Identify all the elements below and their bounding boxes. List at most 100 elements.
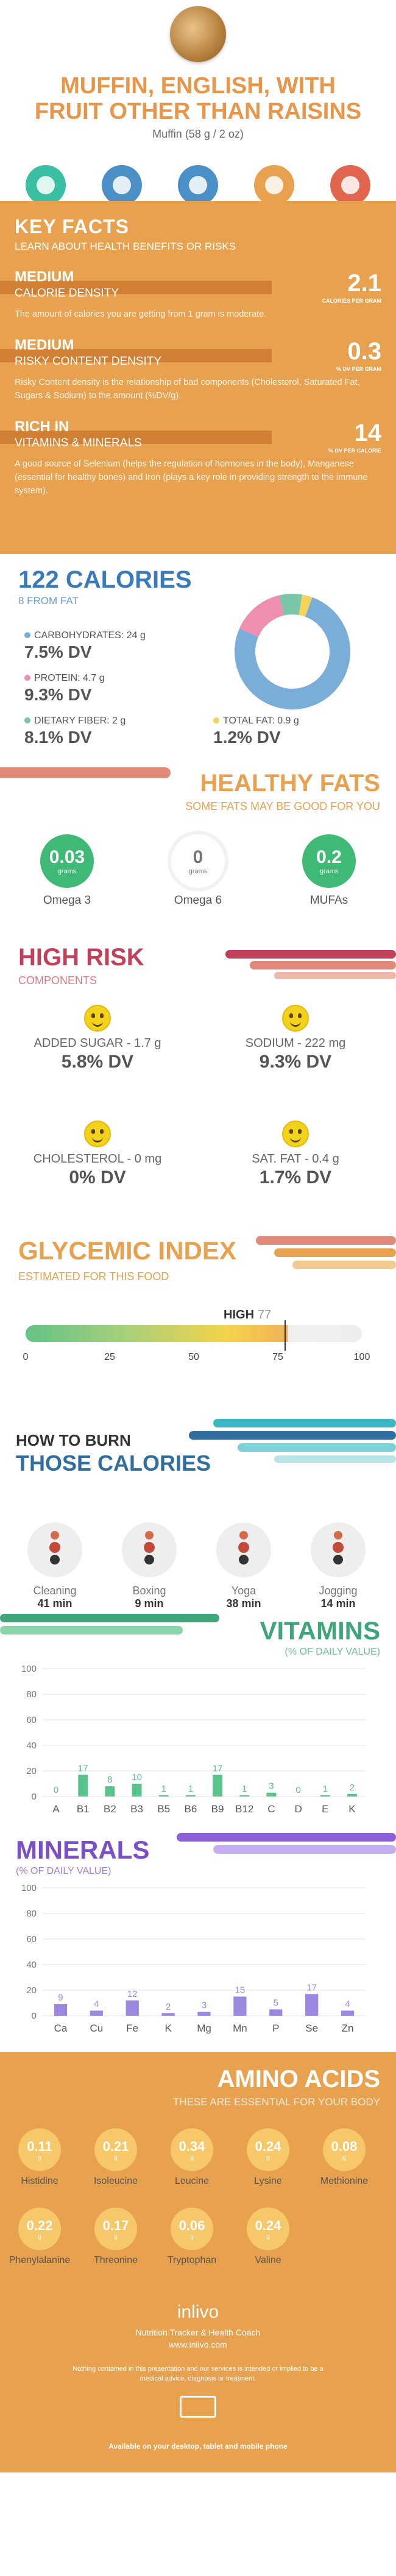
bar-value-label: 3 [202, 2001, 207, 2011]
fact-description: The amount of calories you are getting f… [15, 309, 267, 319]
amino-name: Valine [255, 2255, 281, 2265]
activity-minutes: 9 min [135, 1597, 164, 1610]
risk-item: ADDED SUGAR - 1.7 g 5.8% DV [6, 1005, 189, 1072]
fact-unit: CALORIES PER GRAM [322, 298, 381, 304]
burn-calories-section: HOW TO BURN THOSE CALORIES Cleaning 41 mi… [0, 1419, 396, 1614]
bar-value-label: 1 [242, 1784, 247, 1794]
risk-label: ADDED SUGAR - 1.7 g [34, 1036, 161, 1050]
bar [320, 1795, 330, 1797]
protein-label: PROTEIN: 4.7 g [34, 673, 105, 683]
activity-name: Jogging [319, 1585, 358, 1597]
bar [233, 1996, 247, 2016]
x-tick-label: A [52, 1803, 60, 1815]
amino-name: Leucine [174, 2176, 210, 2186]
amino-value-circle: 0.22 g [18, 2208, 61, 2250]
bar [185, 1795, 196, 1797]
amino-value-circle: 0.08 g [323, 2128, 366, 2171]
amino-value: 0.08 [331, 2138, 358, 2154]
activity-figure [239, 1531, 248, 1540]
amino-unit: g [114, 2154, 118, 2161]
healthy-fats-section: HEALTHY FATS SOME FATS MAY BE GOOD FOR Y… [0, 767, 396, 944]
bar [305, 1994, 319, 2016]
key-facts-title: KEY FACTS [15, 216, 129, 238]
fact-value: 2.1 [347, 270, 381, 297]
x-tick-label: Zn [342, 2022, 354, 2034]
bar [161, 2013, 175, 2016]
grin-icon [84, 1121, 111, 1147]
activity-figure [145, 1531, 154, 1540]
key-fact: MEDIUM RISKY CONTENT DENSITY 0.3% DV PER G… [0, 337, 381, 403]
carbs-label: CARBOHYDRATES: 24 g [34, 630, 146, 641]
fact-highlight-bar [0, 431, 272, 444]
glycemic-section: GLYCEMIC INDEX ESTIMATED FOR THIS FOOD H… [0, 1236, 396, 1419]
y-tick-label: 0 [32, 1792, 37, 1802]
risk-dv: 9.3% DV [259, 1052, 332, 1072]
glycemic-tick: 0 [23, 1352, 29, 1362]
serving-size: Muffin (58 g / 2 oz) [152, 128, 244, 140]
glycemic-tick: 75 [272, 1352, 283, 1362]
decorative-bars [225, 950, 396, 979]
donut-slice [299, 594, 313, 617]
bar [213, 1775, 223, 1797]
bar-value-label: 1 [161, 1784, 166, 1794]
protein-dv: 9.3% DV [24, 685, 92, 704]
shield-icon [330, 165, 371, 205]
activity-item: Cleaning 41 min [12, 1522, 97, 1610]
availability-text: Available on your desktop, tablet and mo… [108, 2442, 288, 2451]
amino-value: 0.24 [255, 2217, 281, 2233]
activity-minutes: 38 min [226, 1597, 261, 1610]
amino-unit: g [190, 2233, 194, 2240]
fat-dv: 1.2% DV [213, 728, 281, 747]
amino-unit: g [266, 2233, 270, 2240]
x-tick-label: B12 [235, 1803, 253, 1815]
fiber-dot [24, 717, 30, 723]
fat-stat: TOTAL FAT: 0.9 g 1.2% DV [213, 716, 299, 747]
risk-label: CHOLESTEROL - 0 mg [33, 1152, 162, 1166]
website-link[interactable]: www.inlivo.com [169, 2340, 227, 2349]
carbs-dv: 7.5% DV [24, 642, 92, 661]
macro-donut-chart [235, 594, 350, 709]
amino-name: Phenylalanine [9, 2255, 71, 2265]
risk-title: HIGH RISK [18, 944, 144, 971]
x-tick-label: B1 [77, 1803, 90, 1815]
amino-value-circle: 0.21 g [94, 2128, 137, 2171]
amino-acid-item: 0.11 g Histidine [3, 2128, 76, 2187]
fact-level: MEDIUM [15, 337, 74, 353]
bar-value-label: 17 [306, 1982, 317, 1993]
x-tick-label: K [164, 2022, 172, 2034]
amino-value-circle: 0.11 g [18, 2128, 61, 2171]
bar [269, 2009, 283, 2016]
glycemic-level: HIGH 77 [224, 1308, 271, 1322]
activity-item: Yoga 38 min [201, 1522, 286, 1610]
y-tick-label: 80 [26, 1909, 37, 1919]
bar-value-label: 1 [323, 1784, 328, 1794]
x-tick-label: Se [305, 2022, 318, 2034]
amino-acid-item: 0.21 g Isoleucine [79, 2128, 152, 2187]
activity-minutes: 14 min [320, 1597, 356, 1610]
decorative-bar [0, 767, 171, 778]
decorative-bars [0, 1614, 219, 1635]
bar [90, 2010, 103, 2016]
protein-dot [24, 675, 30, 681]
y-tick-label: 40 [26, 1740, 37, 1751]
fiber-dv: 8.1% DV [24, 728, 92, 747]
donut-slice [239, 595, 285, 638]
fact-name: VITAMINS & MINERALS [15, 437, 142, 449]
fat-name: Omega 3 [43, 894, 91, 907]
fact-level: RICH IN [15, 418, 69, 435]
fat-unit: grams [188, 868, 208, 875]
vitamins-bar-chart: 0204060801000A17B18B210B31B51B617B91B123… [21, 1664, 366, 1815]
x-tick-label: Cu [90, 2022, 103, 2034]
bar [54, 2004, 68, 2016]
header: MUFFIN, ENGLISH, WITH FRUIT OTHER THAN R… [0, 0, 396, 220]
high-risk-section: HIGH RISK COMPONENTS ADDED SUGAR - 1.7 g… [0, 944, 396, 1236]
amino-acid-item: 0.24 g Valine [232, 2208, 305, 2266]
bar-value-label: 9 [58, 1993, 63, 2003]
y-tick-label: 20 [26, 1985, 37, 1996]
amino-unit: g [342, 2154, 346, 2161]
smile-icon [84, 1005, 111, 1032]
x-tick-label: Mg [197, 2022, 211, 2034]
amino-value: 0.22 [26, 2217, 53, 2233]
glycemic-marker [285, 1320, 286, 1351]
glycemic-scale-bar [26, 1325, 362, 1342]
